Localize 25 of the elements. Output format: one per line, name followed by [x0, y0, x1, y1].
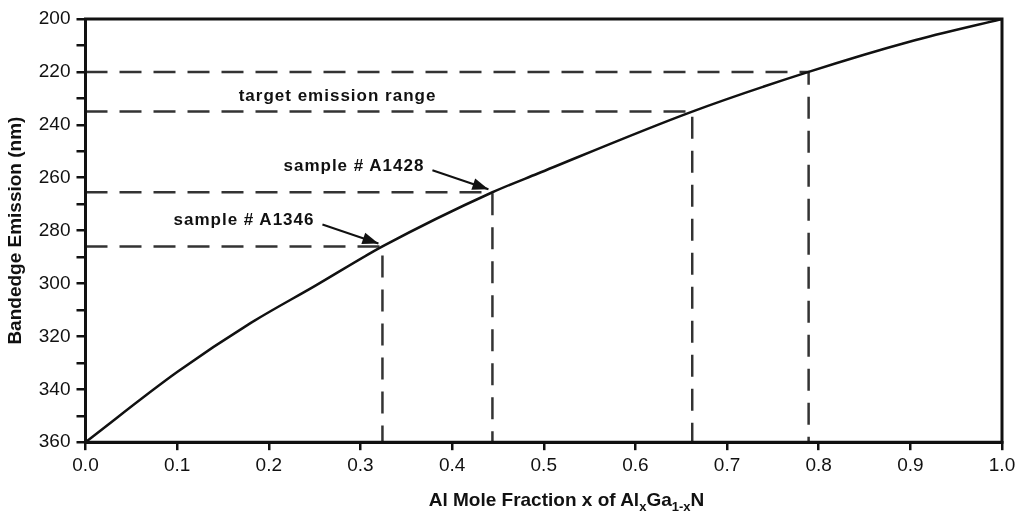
x-tick-label: 0.8 [805, 453, 832, 475]
x-tick-label: 0.9 [897, 453, 924, 475]
y-tick-label: 320 [38, 324, 71, 346]
x-tick-label: 0.1 [163, 453, 191, 475]
y-axis-title: Bandedge Emission (nm) [3, 116, 25, 345]
x-tick-label: 0.6 [622, 453, 649, 475]
y-tick-label: 240 [38, 113, 71, 135]
x-tick-label: 0.4 [438, 453, 466, 475]
annotation: sample # A1346 [173, 210, 315, 230]
x-tick-label: 0.7 [713, 453, 741, 475]
y-tick-label: 260 [38, 165, 71, 187]
x-tick-label: 0.5 [530, 453, 557, 475]
x-tick-label: 0.3 [347, 453, 374, 475]
y-tick-label: 360 [38, 430, 71, 452]
x-tick-label: 0.2 [255, 453, 283, 475]
x-axis-title: Al Mole Fraction x of Al$_{x}$Ga$_{1-x}$N [427, 489, 706, 514]
y-tick-label: 300 [38, 271, 71, 293]
annotation: target emission range [238, 85, 437, 105]
x-tick-label: 0.0 [72, 453, 99, 475]
y-tick-label: 280 [38, 218, 71, 240]
y-tick-label: 340 [38, 377, 71, 399]
y-tick-label: 220 [38, 60, 71, 82]
y-tick-label: 200 [38, 7, 71, 29]
x-tick-label: 1.0 [988, 453, 1016, 475]
annotation: sample # A1428 [283, 155, 425, 175]
